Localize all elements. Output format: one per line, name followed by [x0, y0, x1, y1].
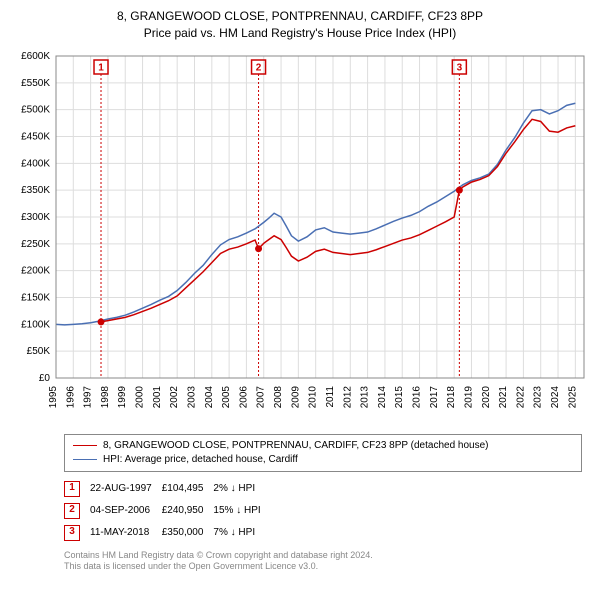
y-tick-label: £250K [21, 238, 50, 249]
x-tick-label: 2022 [515, 385, 526, 408]
title-line2: Price paid vs. HM Land Registry's House … [8, 25, 592, 42]
event-marker-number: 3 [457, 62, 463, 73]
title-block: 8, GRANGEWOOD CLOSE, PONTPRENNAU, CARDIF… [8, 8, 592, 42]
y-tick-label: £100K [21, 319, 50, 330]
event-marker-number: 1 [98, 62, 104, 73]
x-tick-label: 2005 [221, 385, 232, 408]
y-tick-label: £450K [21, 131, 50, 142]
y-tick-label: £600K [21, 51, 50, 62]
x-tick-label: 2000 [135, 385, 146, 408]
x-tick-label: 2014 [377, 385, 388, 408]
event-marker-cell: 1 [64, 478, 90, 500]
event-point [456, 186, 463, 193]
event-price: £350,000 [162, 522, 214, 544]
x-tick-label: 2024 [550, 385, 561, 408]
x-tick-label: 2001 [152, 385, 163, 408]
event-marker-cell: 2 [64, 500, 90, 522]
legend-item: 8, GRANGEWOOD CLOSE, PONTPRENNAU, CARDIF… [73, 439, 573, 453]
chart-container: 8, GRANGEWOOD CLOSE, PONTPRENNAU, CARDIF… [0, 0, 600, 590]
legend-item: HPI: Average price, detached house, Card… [73, 453, 573, 467]
y-tick-label: £200K [21, 265, 50, 276]
event-row: 3 11-MAY-2018£350,0007% ↓ HPI [64, 522, 271, 544]
x-tick-label: 2013 [360, 385, 371, 408]
events-table: 1 22-AUG-1997£104,4952% ↓ HPI 2 04-SEP-2006… [64, 478, 582, 544]
event-row: 2 04-SEP-2006£240,95015% ↓ HPI [64, 500, 271, 522]
footer: Contains HM Land Registry data © Crown c… [64, 550, 582, 573]
x-tick-label: 2003 [186, 385, 197, 408]
x-tick-label: 2016 [412, 385, 423, 408]
event-date: 11-MAY-2018 [90, 522, 162, 544]
legend-swatch [73, 445, 97, 446]
y-tick-label: £550K [21, 77, 50, 88]
x-tick-label: 2021 [498, 385, 509, 408]
x-tick-label: 2010 [308, 385, 319, 408]
x-tick-label: 2019 [463, 385, 474, 408]
event-marker-icon: 3 [64, 525, 80, 541]
event-date: 22-AUG-1997 [90, 478, 162, 500]
event-marker-cell: 3 [64, 522, 90, 544]
series-line [101, 119, 575, 322]
x-tick-label: 1996 [65, 385, 76, 408]
footer-line1: Contains HM Land Registry data © Crown c… [64, 550, 582, 562]
y-tick-label: £150K [21, 292, 50, 303]
x-tick-label: 2002 [169, 385, 180, 408]
x-tick-label: 2006 [238, 385, 249, 408]
x-tick-label: 2018 [446, 385, 457, 408]
event-diff: 15% ↓ HPI [213, 500, 270, 522]
y-tick-label: £500K [21, 104, 50, 115]
event-marker-icon: 1 [64, 481, 80, 497]
event-row: 1 22-AUG-1997£104,4952% ↓ HPI [64, 478, 271, 500]
legend-label: 8, GRANGEWOOD CLOSE, PONTPRENNAU, CARDIF… [103, 440, 488, 451]
x-tick-label: 1998 [100, 385, 111, 408]
x-tick-label: 2004 [204, 385, 215, 408]
chart-area: £0 £50K £100K £150K £200K £250K £300K £350K £400… [8, 48, 592, 428]
x-tick-label: 2025 [567, 385, 578, 408]
y-tick-label: £350K [21, 185, 50, 196]
x-tick-label: 2020 [481, 385, 492, 408]
event-date: 04-SEP-2006 [90, 500, 162, 522]
x-tick-label: 2017 [429, 385, 440, 408]
x-tick-label: 2012 [342, 385, 353, 408]
legend: 8, GRANGEWOOD CLOSE, PONTPRENNAU, CARDIF… [64, 434, 582, 472]
event-price: £104,495 [162, 478, 214, 500]
x-tick-label: 2009 [290, 385, 301, 408]
x-tick-label: 1995 [48, 385, 59, 408]
legend-swatch [73, 459, 97, 460]
y-tick-label: £50K [27, 346, 51, 357]
event-marker-icon: 2 [64, 503, 80, 519]
x-tick-label: 1997 [83, 385, 94, 408]
x-tick-label: 2023 [533, 385, 544, 408]
x-tick-label: 1999 [117, 385, 128, 408]
event-marker-number: 2 [256, 62, 262, 73]
y-tick-label: £300K [21, 212, 50, 223]
event-point [255, 245, 262, 252]
event-diff: 7% ↓ HPI [213, 522, 270, 544]
event-price: £240,950 [162, 500, 214, 522]
x-tick-label: 2007 [256, 385, 267, 408]
x-tick-label: 2015 [394, 385, 405, 408]
x-tick-label: 2008 [273, 385, 284, 408]
event-point [98, 318, 105, 325]
y-tick-label: £0 [39, 373, 51, 384]
y-tick-label: £400K [21, 158, 50, 169]
x-tick-label: 2011 [325, 385, 336, 407]
event-diff: 2% ↓ HPI [213, 478, 270, 500]
footer-line2: This data is licensed under the Open Gov… [64, 561, 582, 573]
chart-svg: £0 £50K £100K £150K £200K £250K £300K £350K £400… [8, 48, 592, 428]
legend-label: HPI: Average price, detached house, Card… [103, 454, 298, 465]
title-line1: 8, GRANGEWOOD CLOSE, PONTPRENNAU, CARDIF… [8, 8, 592, 25]
